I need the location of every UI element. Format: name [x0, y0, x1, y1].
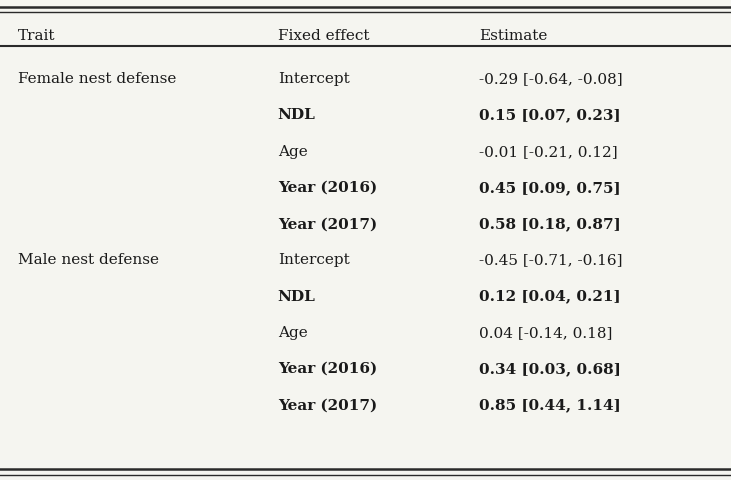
Text: 0.12 [0.04, 0.21]: 0.12 [0.04, 0.21] [479, 289, 621, 304]
Text: Intercept: Intercept [278, 253, 349, 267]
Text: Fixed effect: Fixed effect [278, 29, 369, 43]
Text: Year (2016): Year (2016) [278, 362, 377, 376]
Text: Year (2016): Year (2016) [278, 181, 377, 195]
Text: Female nest defense: Female nest defense [18, 72, 177, 86]
Text: 0.85 [0.44, 1.14]: 0.85 [0.44, 1.14] [479, 398, 621, 412]
Text: Intercept: Intercept [278, 72, 349, 86]
Text: -0.45 [-0.71, -0.16]: -0.45 [-0.71, -0.16] [479, 253, 622, 267]
Text: 0.04 [-0.14, 0.18]: 0.04 [-0.14, 0.18] [479, 326, 612, 340]
Text: Male nest defense: Male nest defense [18, 253, 159, 267]
Text: Trait: Trait [18, 29, 56, 43]
Text: NDL: NDL [278, 289, 316, 304]
Text: -0.29 [-0.64, -0.08]: -0.29 [-0.64, -0.08] [479, 72, 622, 86]
Text: Year (2017): Year (2017) [278, 217, 377, 231]
Text: Year (2017): Year (2017) [278, 398, 377, 412]
Text: Estimate: Estimate [479, 29, 548, 43]
Text: 0.58 [0.18, 0.87]: 0.58 [0.18, 0.87] [479, 217, 621, 231]
Text: Age: Age [278, 326, 308, 340]
Text: NDL: NDL [278, 108, 316, 122]
Text: 0.15 [0.07, 0.23]: 0.15 [0.07, 0.23] [479, 108, 621, 122]
Text: 0.45 [0.09, 0.75]: 0.45 [0.09, 0.75] [479, 181, 621, 195]
Text: 0.34 [0.03, 0.68]: 0.34 [0.03, 0.68] [479, 362, 621, 376]
Text: -0.01 [-0.21, 0.12]: -0.01 [-0.21, 0.12] [479, 144, 618, 159]
Text: Age: Age [278, 144, 308, 159]
